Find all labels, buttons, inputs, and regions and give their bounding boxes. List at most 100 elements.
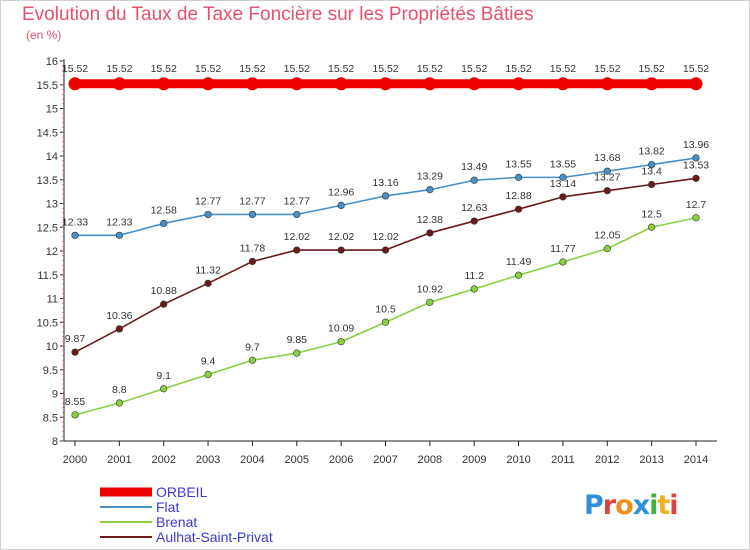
data-label: 15.52: [151, 63, 177, 75]
logo-letter: t: [657, 490, 670, 521]
data-label: 9.4: [201, 356, 216, 368]
data-label: 12.33: [62, 216, 88, 228]
data-point: [470, 217, 478, 225]
data-label: 13.82: [639, 146, 665, 158]
data-label: 13.29: [417, 171, 443, 183]
data-label: 12.88: [505, 190, 531, 202]
x-tick-label: 2004: [240, 454, 264, 466]
data-label: 10.88: [151, 285, 177, 297]
x-tick-label: 2009: [462, 454, 486, 466]
x-tick-label: 2008: [418, 454, 442, 466]
y-tick-label: 13.5: [37, 175, 58, 187]
data-label: 15.52: [106, 63, 132, 75]
x-tick-label: 2005: [285, 454, 309, 466]
data-label: 9.87: [65, 333, 86, 345]
proxiti-logo: Proxiti: [584, 490, 679, 521]
data-point: [290, 77, 304, 91]
data-label: 13.55: [550, 158, 576, 170]
data-point: [559, 258, 567, 266]
y-tick-label: 11.5: [37, 270, 58, 282]
x-tick-label: 2010: [506, 454, 530, 466]
data-point: [204, 370, 212, 379]
data-point: [514, 271, 523, 279]
data-label: 15.52: [372, 63, 398, 75]
data-point: [556, 77, 570, 91]
x-tick-label: 2007: [373, 454, 397, 466]
y-tick-label: 16: [46, 56, 58, 68]
data-label: 13.68: [594, 152, 620, 164]
data-label: 15.52: [683, 63, 709, 75]
data-label: 12.02: [284, 231, 310, 243]
y-tick-label: 9.5: [43, 365, 58, 377]
logo-letter: o: [615, 490, 634, 521]
data-point: [160, 385, 168, 393]
data-point: [467, 77, 481, 91]
logo-letter: i: [649, 490, 658, 521]
x-tick-label: 2014: [684, 454, 708, 466]
data-point: [648, 160, 656, 169]
data-label: 12.38: [417, 214, 443, 226]
data-label: 15.52: [505, 63, 531, 75]
data-point: [71, 411, 79, 419]
data-label: 12.77: [284, 195, 310, 207]
data-label: 12.02: [328, 231, 354, 243]
data-point: [71, 231, 79, 239]
data-label: 15.52: [328, 63, 354, 75]
data-label: 15.52: [639, 63, 665, 75]
data-label: 12.33: [106, 216, 132, 228]
x-tick-label: 2003: [196, 454, 220, 466]
unit-label: (en %): [26, 28, 62, 42]
data-point: [248, 257, 257, 266]
y-tick-label: 10: [46, 341, 58, 353]
data-label: 12.7: [686, 199, 707, 211]
y-tick-label: 12: [46, 246, 58, 258]
data-label: 11.78: [240, 242, 266, 254]
data-point: [470, 176, 478, 184]
data-point: [426, 298, 434, 306]
data-point: [115, 231, 123, 239]
data-label: 12.5: [641, 208, 662, 220]
data-point: [423, 77, 437, 91]
data-label: 9.7: [245, 341, 260, 353]
data-point: [514, 173, 523, 181]
data-point: [645, 77, 659, 91]
data-label: 13.96: [683, 139, 709, 151]
data-label: 9.1: [156, 370, 171, 382]
data-point: [115, 399, 123, 407]
data-point: [71, 348, 79, 356]
legend-label: Flat: [156, 499, 179, 515]
data-label: 10.92: [417, 283, 443, 295]
data-point: [381, 318, 390, 326]
data-point: [692, 214, 700, 222]
data-label: 12.05: [594, 230, 620, 242]
x-tick-label: 2002: [151, 454, 175, 466]
data-point: [248, 210, 257, 219]
chart-title: Evolution du Taux de Taxe Foncière sur l…: [22, 4, 534, 25]
y-tick-label: 12.5: [37, 222, 58, 234]
logo-letter: i: [669, 490, 678, 521]
logo-letter: r: [602, 490, 616, 521]
data-label: 15.52: [461, 63, 487, 75]
data-label: 15.52: [417, 63, 443, 75]
data-label: 15.52: [550, 63, 576, 75]
y-tick-label: 15.5: [37, 80, 58, 92]
data-label: 15.52: [284, 63, 310, 75]
data-point: [160, 219, 168, 228]
legend-label: Aulhat-Saint-Privat: [156, 529, 273, 545]
data-point: [337, 201, 345, 209]
data-label: 13.55: [505, 158, 531, 170]
y-tick-label: 11: [47, 294, 58, 306]
data-label: 12.96: [328, 186, 354, 198]
data-point: [160, 300, 168, 308]
data-point: [603, 187, 611, 195]
y-tick-label: 15: [46, 104, 58, 116]
data-label: 11.77: [550, 243, 576, 255]
y-tick-label: 14: [46, 151, 58, 163]
data-point: [559, 173, 567, 181]
x-tick-label: 2012: [595, 454, 619, 466]
data-point: [245, 77, 259, 91]
data-point: [381, 192, 390, 200]
data-point: [337, 338, 345, 346]
data-point: [68, 77, 82, 91]
